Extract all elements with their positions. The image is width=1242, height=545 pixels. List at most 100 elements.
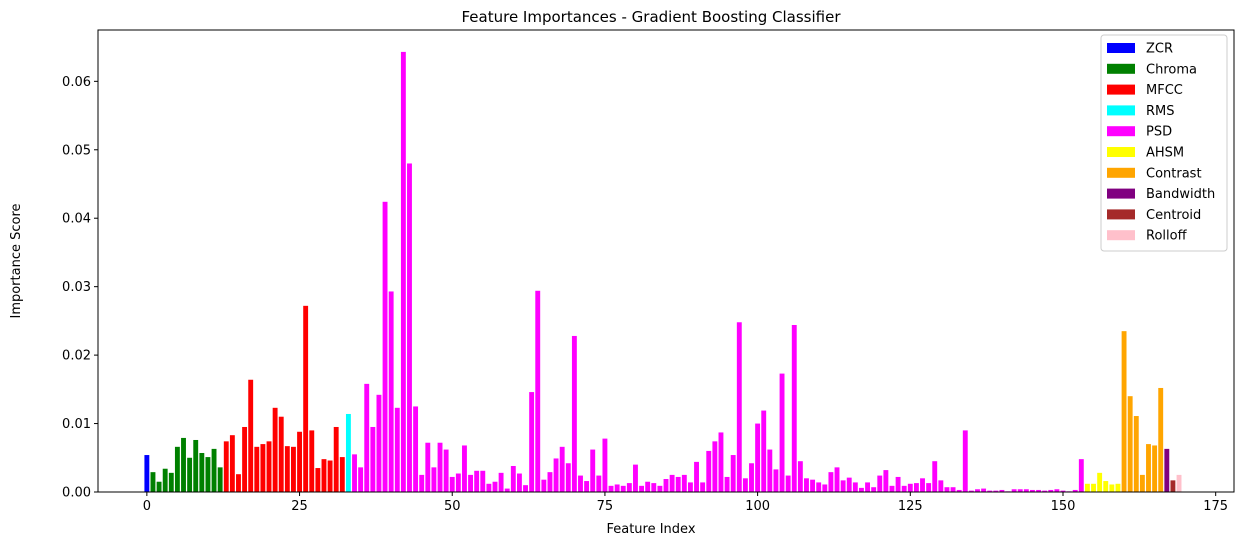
x-tick-label: 150 bbox=[1051, 499, 1076, 514]
bar-psd-69 bbox=[565, 463, 571, 492]
bar-psd-98 bbox=[742, 478, 748, 492]
bar-zcr-0 bbox=[144, 455, 150, 492]
bar-chroma-11 bbox=[211, 448, 217, 492]
bar-psd-72 bbox=[584, 481, 590, 492]
x-tick-label: 125 bbox=[898, 499, 923, 514]
bar-bandwidth-167 bbox=[1164, 448, 1170, 492]
y-tick-label: 0.01 bbox=[62, 417, 91, 432]
bar-psd-54 bbox=[474, 470, 480, 492]
legend-label-psd: PSD bbox=[1146, 125, 1172, 140]
legend-label-rms: RMS bbox=[1146, 104, 1175, 119]
bar-chroma-3 bbox=[162, 468, 168, 492]
bar-contrast-163 bbox=[1139, 474, 1145, 492]
bar-psd-136 bbox=[975, 489, 980, 492]
bar-psd-89 bbox=[687, 482, 693, 492]
bar-psd-152 bbox=[1072, 489, 1078, 492]
bar-ahsm-157 bbox=[1103, 481, 1109, 492]
x-tick-label: 175 bbox=[1203, 499, 1228, 514]
chart-title: Feature Importances - Gradient Boosting … bbox=[461, 8, 841, 26]
legend: ZCR Chroma MFCC RMS PSD AHSM Contrast Bandwidth… bbox=[1100, 34, 1228, 252]
plot-area: 0 25 50 75 100 125 150 175 0.00 0.01 0.02 0.03 0.04… bbox=[62, 29, 1235, 514]
bar-psd-111 bbox=[822, 484, 828, 492]
bar-contrast-164 bbox=[1146, 444, 1151, 492]
bar-psd-119 bbox=[871, 487, 877, 492]
bar-psd-149 bbox=[1054, 489, 1060, 492]
bar-psd-43 bbox=[407, 163, 412, 492]
bar-psd-127 bbox=[920, 478, 925, 492]
bar-mfcc-15 bbox=[236, 474, 241, 492]
bar-psd-38 bbox=[376, 394, 382, 492]
bar-psd-85 bbox=[663, 479, 669, 492]
legend-swatch-centroid bbox=[1107, 209, 1135, 220]
legend-swatch-chroma bbox=[1107, 63, 1135, 74]
bar-psd-96 bbox=[730, 455, 736, 492]
bar-contrast-165 bbox=[1152, 445, 1158, 492]
bar-psd-87 bbox=[675, 476, 681, 492]
bar-psd-51 bbox=[455, 473, 461, 492]
bar-mfcc-28 bbox=[315, 468, 321, 492]
bar-chroma-7 bbox=[187, 457, 193, 492]
bar-psd-68 bbox=[559, 446, 565, 492]
bar-psd-47 bbox=[431, 467, 437, 492]
bar-psd-37 bbox=[370, 426, 376, 492]
bar-psd-71 bbox=[578, 475, 583, 492]
plot-frame bbox=[97, 29, 1235, 493]
bar-psd-90 bbox=[694, 461, 699, 492]
bar-mfcc-25 bbox=[297, 431, 302, 492]
bar-psd-36 bbox=[364, 383, 370, 492]
bar-psd-70 bbox=[571, 335, 577, 492]
bar-psd-103 bbox=[773, 469, 779, 492]
bar-mfcc-14 bbox=[229, 435, 235, 492]
bar-psd-66 bbox=[547, 472, 553, 492]
bar-psd-104 bbox=[779, 373, 785, 492]
bar-psd-82 bbox=[645, 481, 651, 492]
bar-psd-81 bbox=[639, 485, 645, 492]
bar-psd-113 bbox=[834, 467, 840, 492]
bar-psd-115 bbox=[846, 477, 852, 492]
bar-psd-107 bbox=[797, 461, 803, 492]
bar-mfcc-17 bbox=[248, 379, 254, 492]
bar-psd-121 bbox=[883, 470, 889, 492]
bar-psd-132 bbox=[950, 487, 956, 492]
bar-psd-97 bbox=[736, 322, 742, 492]
bar-psd-73 bbox=[590, 449, 596, 492]
bar-ahsm-156 bbox=[1097, 472, 1103, 492]
bar-contrast-166 bbox=[1158, 387, 1164, 492]
x-tick-label: 0 bbox=[143, 499, 151, 514]
bar-psd-146 bbox=[1036, 489, 1042, 492]
bar-rms-33 bbox=[345, 413, 351, 492]
bar-psd-64 bbox=[535, 290, 541, 492]
bar-centroid-168 bbox=[1170, 480, 1176, 492]
legend-label-bandwidth: Bandwidth bbox=[1146, 187, 1215, 202]
bar-psd-55 bbox=[480, 470, 486, 492]
legend-label-mfcc: MFCC bbox=[1146, 83, 1183, 98]
bar-contrast-162 bbox=[1133, 416, 1139, 492]
bar-psd-138 bbox=[987, 490, 993, 492]
bar-ahsm-154 bbox=[1084, 483, 1090, 492]
bar-psd-139 bbox=[993, 490, 999, 492]
bar-psd-61 bbox=[516, 473, 522, 492]
bar-chroma-10 bbox=[205, 457, 211, 492]
bar-mfcc-16 bbox=[242, 426, 248, 492]
bar-psd-125 bbox=[907, 483, 913, 492]
bar-psd-48 bbox=[437, 442, 443, 492]
bar-psd-108 bbox=[804, 478, 809, 492]
x-tick-label: 100 bbox=[745, 499, 770, 514]
legend-label-centroid: Centroid bbox=[1146, 208, 1201, 223]
y-axis-ticks: 0.00 0.01 0.02 0.03 0.04 0.05 0.06 bbox=[62, 75, 98, 501]
bar-chroma-8 bbox=[193, 439, 199, 492]
bar-psd-57 bbox=[492, 481, 498, 492]
bar-ahsm-158 bbox=[1109, 484, 1115, 492]
bar-psd-105 bbox=[785, 475, 791, 492]
bar-psd-49 bbox=[443, 449, 449, 492]
bar-chroma-4 bbox=[168, 472, 174, 492]
bar-psd-118 bbox=[865, 482, 870, 492]
bar-psd-34 bbox=[352, 454, 357, 492]
legend-swatch-contrast bbox=[1107, 167, 1135, 178]
bar-psd-153 bbox=[1078, 459, 1084, 492]
bar-psd-130 bbox=[938, 480, 944, 492]
bar-psd-94 bbox=[718, 432, 724, 492]
legend-swatch-rolloff bbox=[1107, 230, 1135, 241]
y-tick-label: 0.03 bbox=[62, 280, 91, 295]
bar-mfcc-27 bbox=[309, 430, 315, 492]
